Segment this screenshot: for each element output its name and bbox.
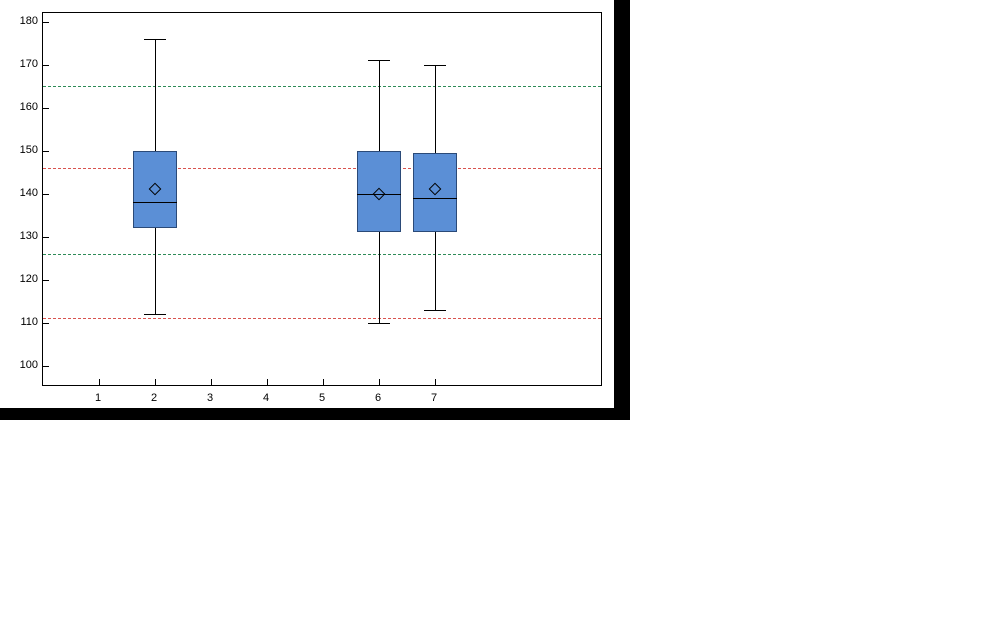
whisker-lower [435,232,436,309]
y-tick [43,108,49,109]
y-tick [43,151,49,152]
y-tick [43,366,49,367]
median-line [413,198,458,199]
x-tick-label: 2 [151,392,157,404]
whisker-cap-upper [424,65,446,66]
y-tick-label: 150 [8,144,38,156]
boxplot-area [42,12,602,386]
y-tick-label: 160 [8,101,38,113]
y-tick [43,22,49,23]
y-tick [43,237,49,238]
x-tick [379,379,380,385]
y-tick [43,194,49,195]
whisker-lower [155,228,156,314]
x-tick [267,379,268,385]
y-tick-label: 180 [8,15,38,27]
y-tick-label: 110 [8,316,38,328]
y-tick-label: 140 [8,187,38,199]
x-tick-label: 4 [263,392,269,404]
whisker-cap-lower [368,323,390,324]
x-tick-label: 1 [95,392,101,404]
whisker-cap-lower [144,314,166,315]
median-line [133,202,178,203]
whisker-cap-upper [368,60,390,61]
y-tick [43,65,49,66]
reference-line [43,168,601,169]
whisker-upper [379,60,380,150]
y-tick-label: 170 [8,58,38,70]
y-tick-label: 130 [8,230,38,242]
whisker-lower [379,232,380,322]
y-tick [43,323,49,324]
x-tick [99,379,100,385]
whisker-cap-lower [424,310,446,311]
y-tick-label: 120 [8,273,38,285]
whisker-upper [155,39,156,151]
x-tick [435,379,436,385]
reference-line [43,318,601,319]
x-tick-label: 3 [207,392,213,404]
y-tick-label: 100 [8,359,38,371]
whisker-upper [435,65,436,153]
x-tick [211,379,212,385]
whisker-cap-upper [144,39,166,40]
reference-line [43,86,601,87]
x-tick [323,379,324,385]
y-tick [43,280,49,281]
x-tick-label: 6 [375,392,381,404]
reference-line [43,254,601,255]
x-tick [155,379,156,385]
canvas: 100 110 120 130 140 150 160 170 180 1 2 3 4 5 6 7 [0,0,1008,630]
x-tick-label: 5 [319,392,325,404]
x-tick-label: 7 [431,392,437,404]
